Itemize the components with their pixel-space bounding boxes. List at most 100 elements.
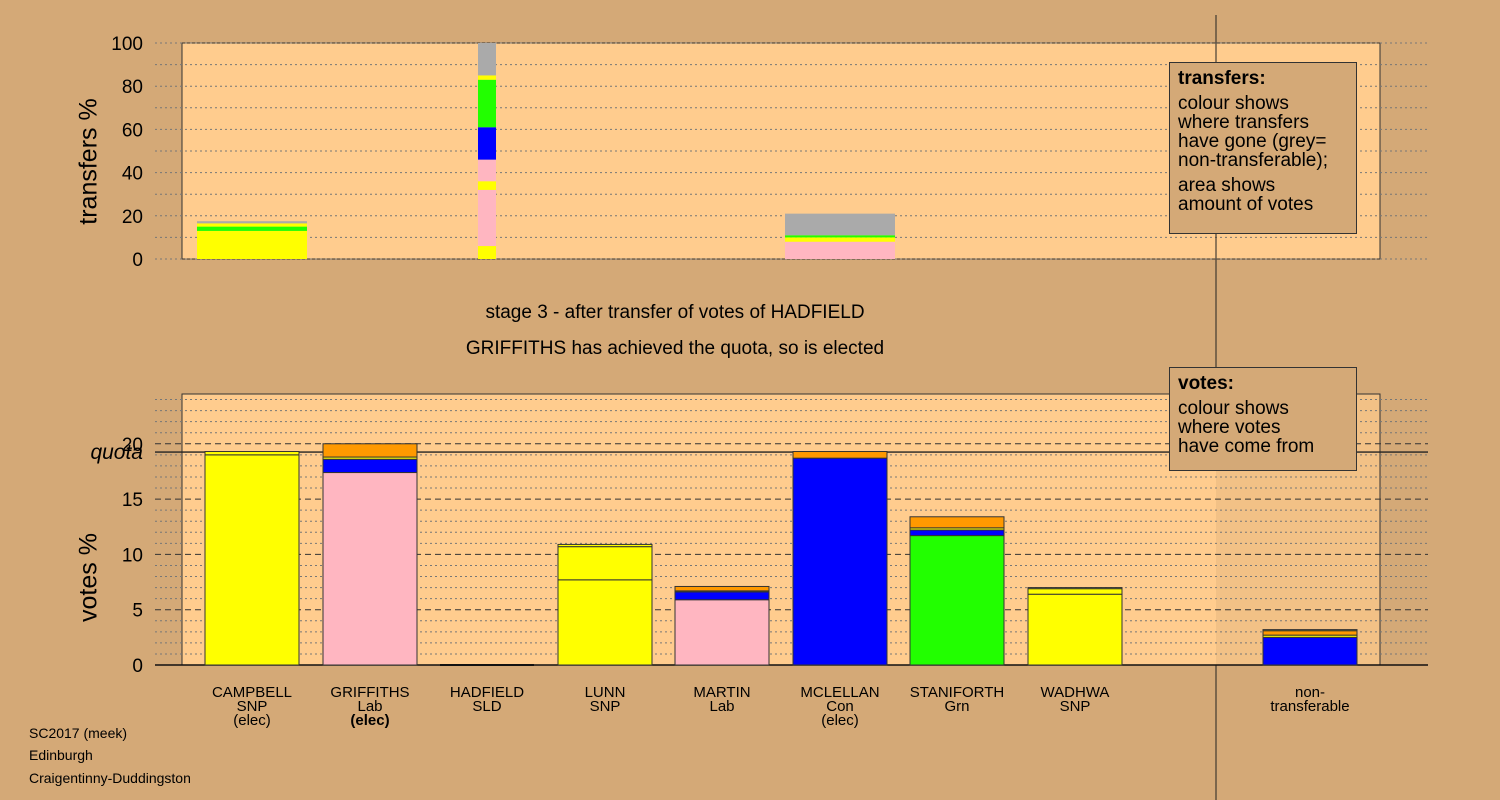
vote-segment [1262, 629, 1358, 632]
votes-tick-label: 0 [132, 656, 143, 677]
transfer-segment [197, 226, 307, 231]
transfer-segment [785, 237, 895, 242]
nontransferable-label-line2: transferable [1270, 698, 1350, 715]
candidate-label: LUNN SNP [545, 684, 665, 715]
vote-segment [557, 579, 653, 666]
candidate-label: HADFIELD SLD [427, 684, 547, 715]
vote-segment [792, 457, 888, 666]
candidate-party: SNP [236, 698, 268, 715]
vote-segment [557, 543, 653, 548]
transfer-segment [478, 246, 496, 259]
quota-label: quota [90, 441, 143, 464]
votes-tick-label: 15 [122, 490, 143, 511]
transfers-legend-line: amount of votes [1178, 194, 1314, 215]
vote-segment [322, 443, 418, 458]
candidate-party: Lab [357, 698, 383, 715]
candidate-label: MARTIN Lab [662, 684, 782, 715]
votes-tick-label: 20 [122, 435, 143, 456]
stage-title: stage 3 - after transfer of votes of HAD… [485, 302, 865, 323]
candidate-party: Grn [944, 698, 970, 715]
votes-tick-label: 5 [132, 601, 143, 622]
transfer-segment [478, 79, 496, 128]
transfer-segment [197, 221, 307, 224]
transfers-legend-line: colour shows [1178, 93, 1289, 114]
votes-tick-label: 10 [122, 545, 143, 566]
candidate-label: GRIFFITHS Lab (elec) [310, 684, 430, 729]
candidate-elected-note: (elec) [350, 712, 390, 729]
vote-segment [1027, 587, 1123, 590]
vote-segment [674, 599, 770, 666]
candidate-name: MCLELLAN [800, 684, 880, 701]
vote-segment [674, 591, 770, 601]
transfer-segment [785, 235, 895, 238]
candidate-label: WADHWA SNP [1015, 684, 1135, 715]
nontransferable-label-line1: non- [1294, 684, 1326, 701]
footer-council: Edinburgh [29, 747, 93, 763]
vote-segment [322, 472, 418, 666]
transfer-segment [478, 127, 496, 160]
candidate-name: GRIFFITHS [330, 684, 410, 701]
candidate-party: SNP [1059, 698, 1091, 715]
vote-segment [909, 529, 1005, 537]
transfer-segment [478, 189, 496, 247]
vote-segment [204, 451, 300, 456]
vote-segment [1027, 588, 1123, 595]
transfer-segment [785, 241, 895, 259]
candidate-party: SNP [589, 698, 621, 715]
votes-y-axis-label: votes % [74, 533, 103, 622]
candidate-name: HADFIELD [449, 684, 525, 701]
transfer-segment [478, 75, 496, 80]
transfer-segment [197, 223, 307, 227]
vote-segment [204, 454, 300, 666]
transfers-y-axis-label: transfers % [74, 98, 103, 225]
candidate-party: Con [826, 698, 854, 715]
transfers-legend-line: non-transferable); [1178, 150, 1328, 171]
candidate-party: SLD [472, 698, 502, 715]
vote-segment [909, 535, 1005, 666]
vote-segment [1262, 630, 1358, 636]
transfers-legend-title: transfers: [1178, 68, 1266, 89]
transfers-legend-line: have gone (grey= [1178, 131, 1327, 152]
candidate-name: MARTIN [693, 684, 751, 701]
candidate-elected-note: (elec) [821, 712, 859, 729]
candidate-party: Lab [709, 698, 735, 715]
votes-legend-line: have come from [1178, 436, 1315, 457]
votes-legend-line: colour shows [1178, 398, 1289, 419]
vote-segment [674, 585, 770, 592]
votes-legend: votes: colour shows where votes have com… [1169, 367, 1357, 471]
transfers-tick-label: 0 [132, 250, 143, 271]
candidate-name: WADHWA [1040, 684, 1110, 701]
transfers-legend: transfers: colour shows where transfers … [1169, 62, 1357, 234]
vote-segment [322, 458, 418, 474]
transfer-segment [197, 230, 307, 259]
transfers-tick-label: 60 [122, 120, 143, 141]
transfer-segment [478, 43, 496, 76]
transfers-tick-label: 100 [111, 34, 143, 55]
candidate-elected-note: (elec) [233, 712, 271, 729]
transfer-segment [478, 159, 496, 182]
candidate-name: LUNN [584, 684, 626, 701]
footer-ward: Craigentinny-Duddingston [29, 770, 191, 786]
candidate-name: STANIFORTH [909, 684, 1005, 701]
transfers-tick-label: 40 [122, 164, 143, 185]
vote-segment [909, 516, 1005, 529]
vote-segment [557, 546, 653, 581]
transfers-legend-line: where transfers [1178, 112, 1309, 133]
transfers-legend-line: area shows [1178, 175, 1276, 196]
elected-message: GRIFFITHS has achieved the quota, so is … [465, 338, 885, 359]
transfer-segment [785, 213, 895, 236]
votes-legend-title: votes: [1178, 373, 1234, 394]
footer-system: SC2017 (meek) [29, 725, 128, 741]
candidate-label: CAMPBELL SNP (elec) [192, 684, 312, 729]
transfers-tick-label: 80 [122, 77, 143, 98]
transfers-tick-label: 20 [122, 207, 143, 228]
vote-segment [1027, 593, 1123, 666]
vote-segment [1262, 636, 1358, 666]
vote-segment [792, 451, 888, 459]
candidate-name: CAMPBELL [211, 684, 293, 701]
nontransferable-label: non- transferable [1250, 684, 1370, 715]
votes-legend-line: where votes [1178, 417, 1281, 438]
candidate-label: STANIFORTH Grn [897, 684, 1017, 715]
candidate-label: MCLELLAN Con (elec) [780, 684, 900, 729]
transfer-segment [478, 181, 496, 190]
